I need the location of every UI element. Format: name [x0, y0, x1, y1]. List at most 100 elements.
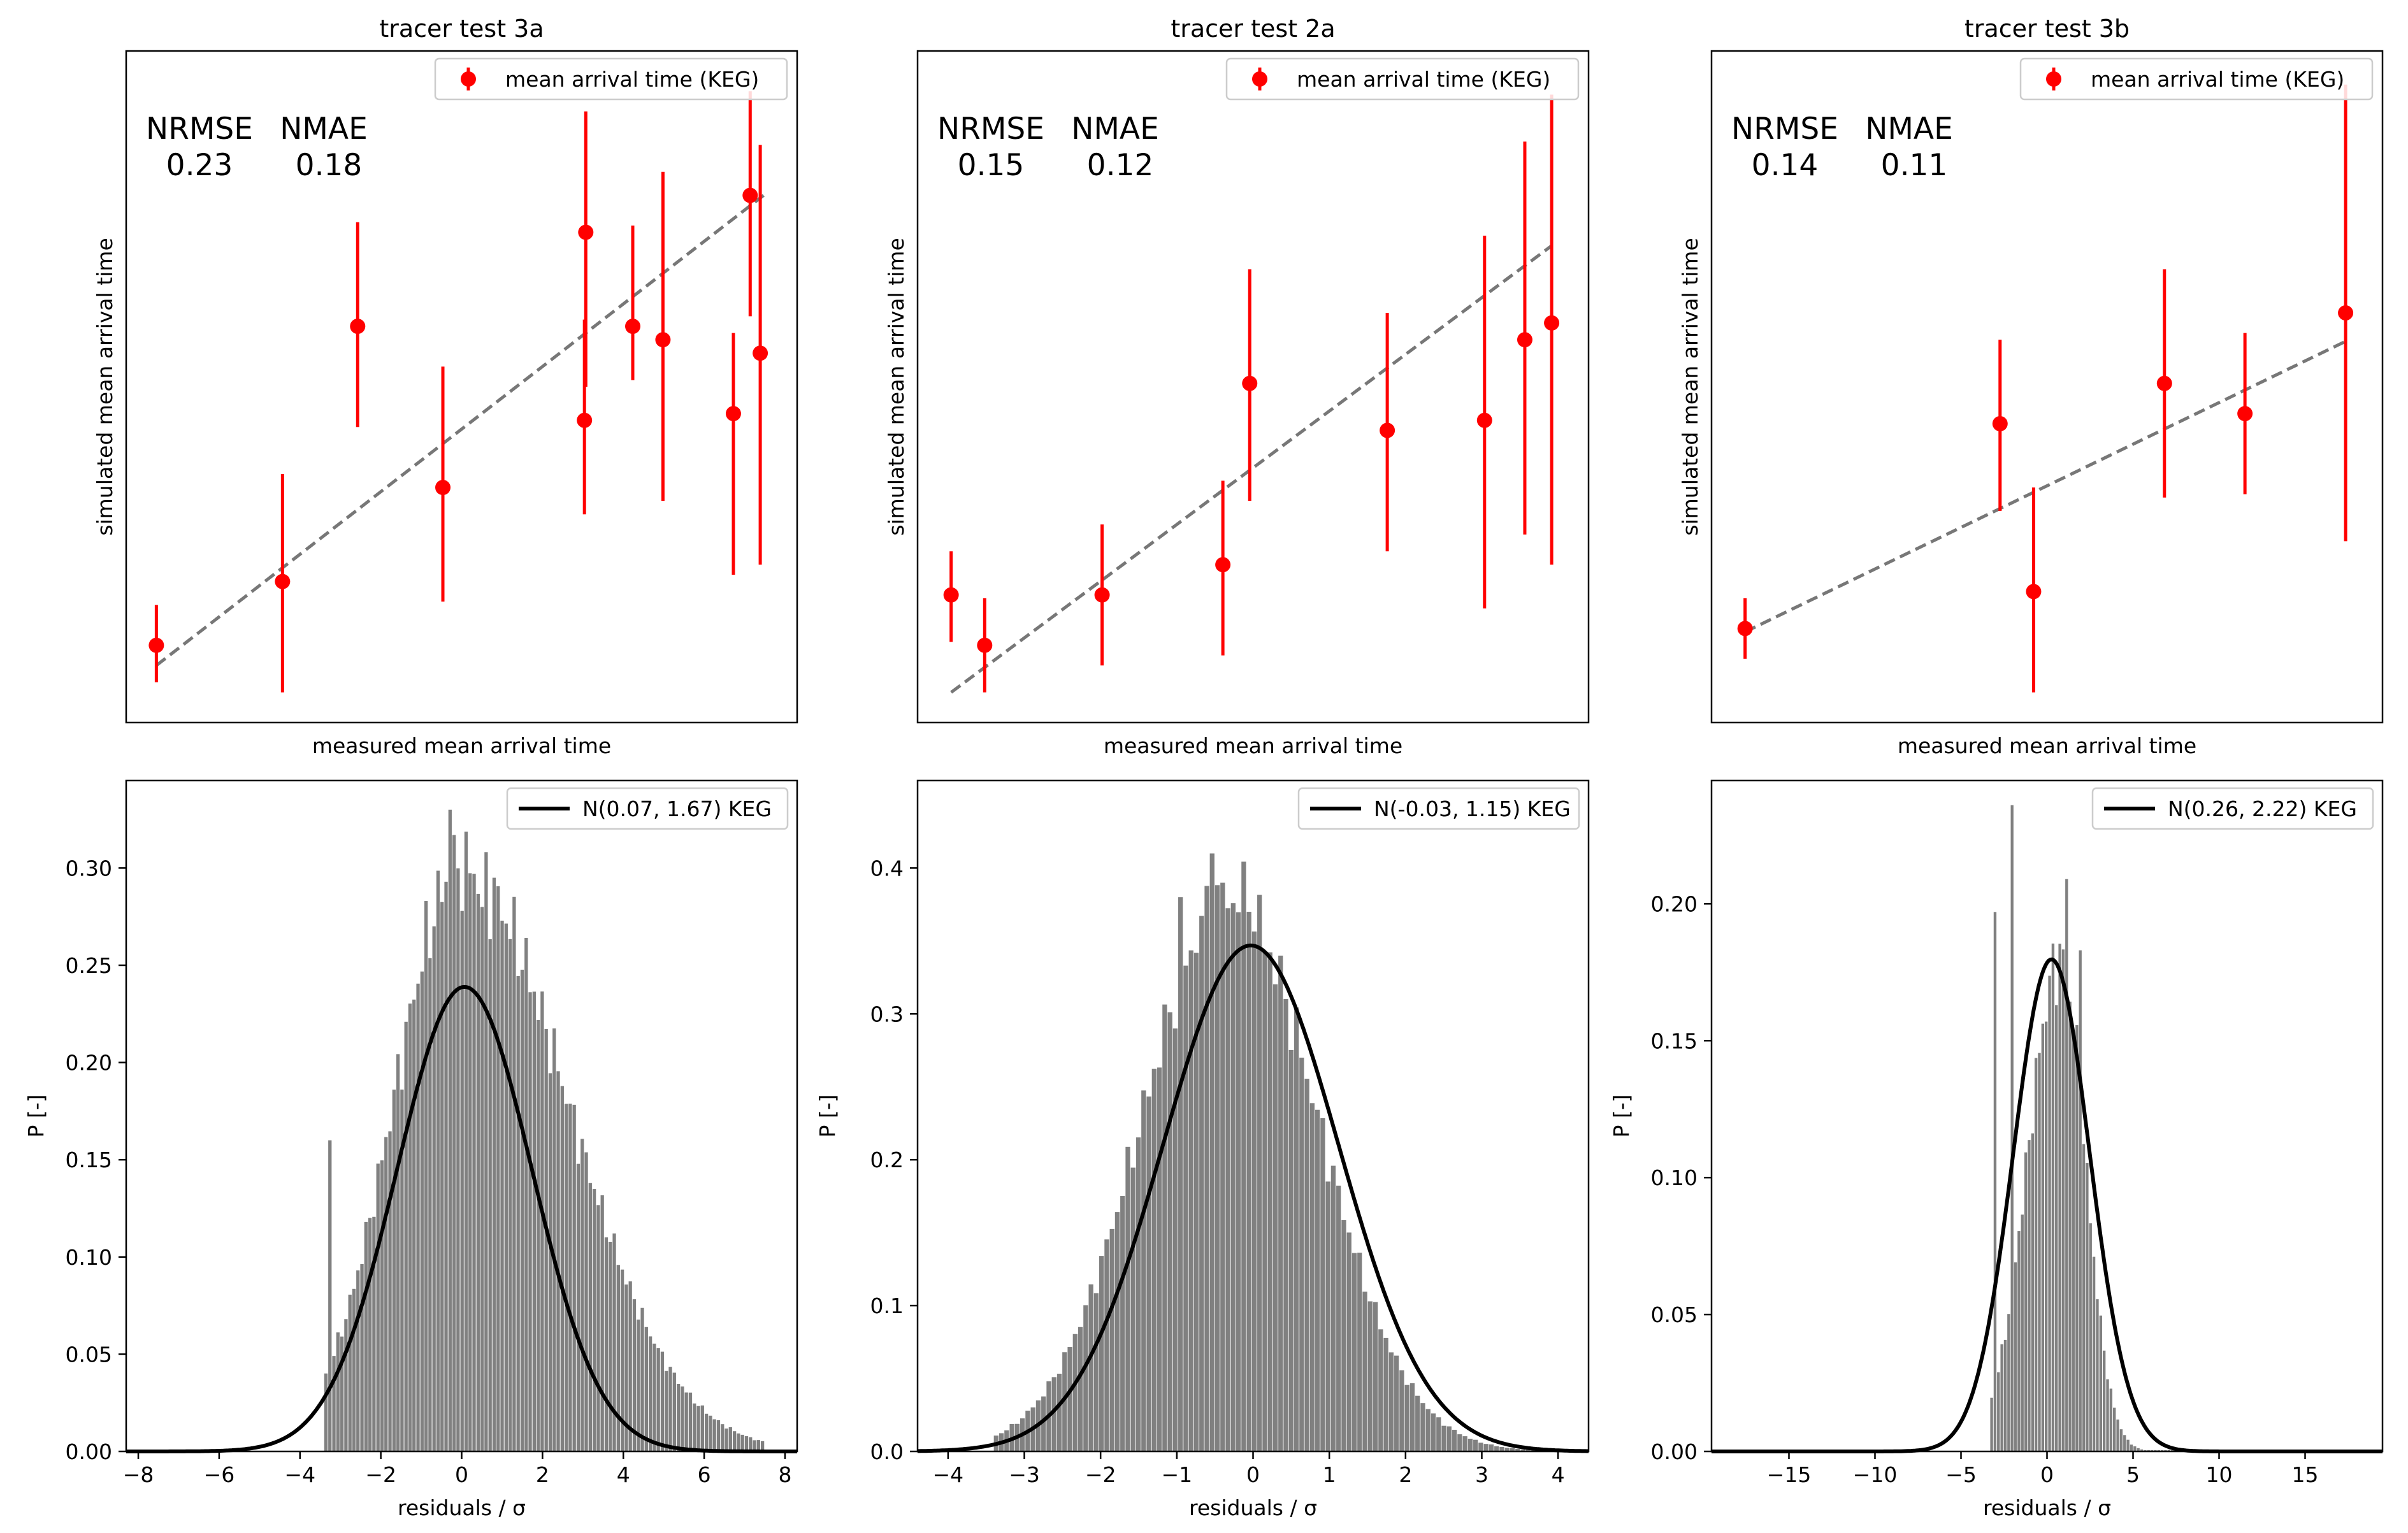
data-point [2026, 584, 2042, 600]
histogram-bar [693, 1403, 696, 1451]
histogram-bar [2014, 1262, 2017, 1451]
data-point [1242, 375, 1258, 391]
histogram-bar [1330, 1165, 1336, 1451]
histogram-bar [340, 1336, 344, 1451]
histogram-bar [428, 958, 432, 1451]
fit-line [1744, 338, 2350, 633]
histogram-bar [721, 1424, 725, 1451]
plot-frame [1710, 50, 2384, 724]
histogram-bar [1352, 1253, 1357, 1451]
histogram-bar [1241, 861, 1246, 1451]
data-point [1094, 587, 1110, 603]
histogram-bar [1257, 895, 1262, 1451]
legend-label: mean arrival time (KEG) [2091, 67, 2344, 92]
histogram-bar [1997, 1372, 2000, 1451]
histogram-bar [2099, 1315, 2102, 1451]
histogram-bar [648, 1336, 652, 1451]
histogram-bar [1304, 1078, 1309, 1451]
panel-title: tracer test 3a [379, 15, 544, 43]
histogram-bar [2102, 1350, 2106, 1451]
histogram-bar [2010, 805, 2014, 1451]
data-point [1737, 621, 1753, 637]
histogram-bar [412, 999, 416, 1451]
y-tick-label: 0.00 [1651, 1439, 1698, 1464]
histogram-bar [492, 877, 496, 1451]
histogram-bar [1309, 1103, 1315, 1451]
histogram-bar [2058, 944, 2061, 1451]
histogram-bar [628, 1281, 632, 1451]
y-tick-label: 0.20 [66, 1051, 112, 1076]
x-axis-label: measured mean arrival time [1104, 733, 1402, 758]
x-tick-label: −4 [284, 1462, 315, 1487]
histogram-bar [632, 1299, 637, 1451]
histogram-bar [2051, 943, 2055, 1451]
histogram-bar [1993, 912, 1997, 1451]
x-axis-label: measured mean arrival time [312, 733, 611, 758]
histogram-bar [2024, 1152, 2028, 1451]
histogram-bar [1209, 853, 1215, 1451]
metric-nrmse-value: 0.14 [1752, 148, 1819, 183]
histogram-bar [2048, 975, 2051, 1451]
metric-nrmse-label: NRMSE [937, 112, 1044, 147]
histogram-bar [488, 939, 492, 1451]
y-tick-label: 0.00 [66, 1439, 112, 1464]
histogram-bar [2003, 1339, 2007, 1451]
x-axis-label: residuals / σ [1189, 1495, 1317, 1520]
legend-box [1225, 57, 1580, 101]
metric-nmae-label: NMAE [1865, 112, 1953, 147]
x-tick-label: −2 [1085, 1462, 1116, 1487]
x-tick-label: 3 [1475, 1462, 1489, 1487]
histogram-bar [688, 1392, 693, 1451]
x-tick-label: −2 [365, 1462, 396, 1487]
histogram-bar [1230, 903, 1236, 1451]
histogram-bar [2045, 1021, 2048, 1451]
histogram-bar [1272, 984, 1278, 1451]
histogram-bar [1067, 1347, 1072, 1451]
y-tick-label: 0.2 [870, 1148, 904, 1172]
histogram-bar [2065, 879, 2068, 1451]
histogram-bar [1383, 1337, 1388, 1451]
histogram-bar [1088, 1284, 1093, 1451]
data-point [1476, 412, 1492, 428]
histogram-bar [332, 1356, 336, 1451]
y-tick-label: 0.20 [1651, 891, 1698, 916]
x-tick-label: −1 [1162, 1462, 1193, 1487]
histogram-bar [1078, 1327, 1083, 1451]
x-tick-label: −6 [204, 1462, 235, 1487]
histogram-bar [352, 1288, 356, 1451]
histogram-bar [696, 1406, 700, 1451]
legend-label: N(0.07, 1.67) KEG [582, 796, 772, 821]
histogram-bar [1294, 1007, 1299, 1451]
x-tick-label: −10 [1853, 1462, 1898, 1487]
data-point [1215, 557, 1231, 573]
histogram-bar [1990, 1397, 1993, 1451]
data-point [2338, 305, 2354, 321]
histogram-bar [460, 910, 464, 1451]
y-tick-label: 0.4 [870, 856, 904, 881]
histogram-bar [480, 907, 484, 1451]
histogram-bar [1362, 1292, 1367, 1451]
histogram-bar [1478, 1443, 1483, 1451]
histogram-bar [576, 1163, 580, 1451]
histogram-bar [376, 1163, 380, 1451]
data-point [1380, 422, 1395, 438]
histogram-bar [1378, 1329, 1383, 1451]
x-axis-label: measured mean arrival time [1898, 733, 2196, 758]
x-tick-label: 0 [455, 1462, 468, 1487]
histogram-bar [1136, 1137, 1141, 1451]
metric-nrmse-label: NRMSE [1731, 112, 1838, 147]
histogram-bar [364, 1221, 368, 1451]
x-tick-label: −15 [1767, 1462, 1812, 1487]
x-tick-label: 10 [2206, 1462, 2233, 1487]
histogram-bar [2075, 1025, 2079, 1451]
x-tick-label: 5 [2126, 1462, 2140, 1487]
fit-line [950, 244, 1553, 694]
histogram-bar [1415, 1395, 1420, 1451]
histogram-bar [324, 1373, 328, 1451]
histogram-bar [2028, 1140, 2031, 1451]
histogram-bar [1425, 1409, 1431, 1451]
data-point [1517, 332, 1532, 348]
histogram-bar [596, 1205, 600, 1451]
histogram-bar [380, 1160, 384, 1451]
histogram-bar [1357, 1252, 1362, 1451]
